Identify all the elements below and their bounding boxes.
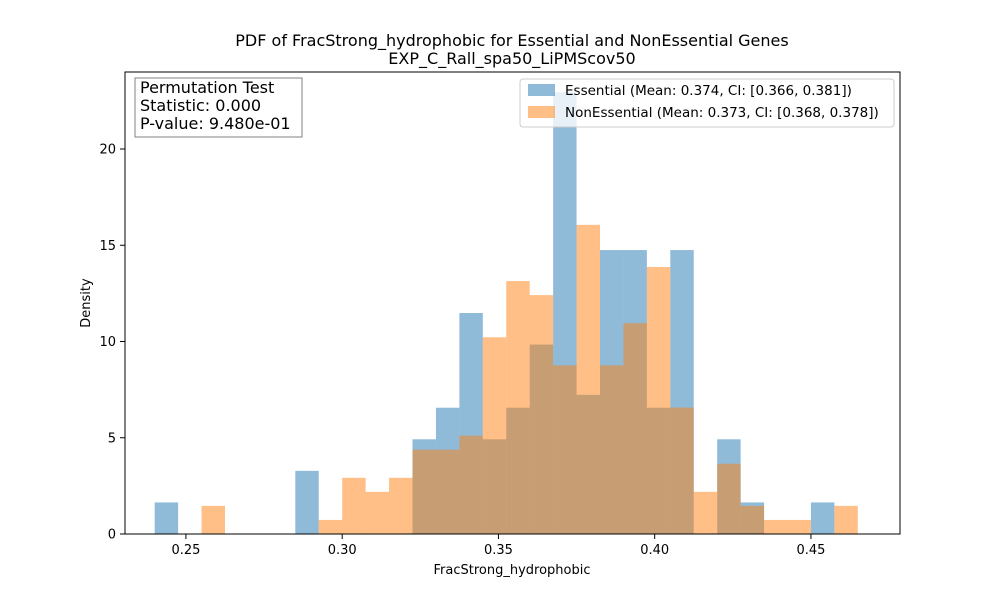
bar-nonessential-3 xyxy=(365,491,390,534)
histogram-bars xyxy=(154,92,858,535)
bar-essential-16 xyxy=(810,502,835,534)
bar-nonessential-10 xyxy=(553,365,577,534)
stats-annotation-box xyxy=(134,77,303,138)
y-tick-label: 5 xyxy=(108,431,116,446)
bar-essential-1 xyxy=(295,470,319,534)
bar-nonessential-2 xyxy=(342,477,366,534)
bar-nonessential-7 xyxy=(482,337,507,534)
bar-nonessential-9 xyxy=(529,295,554,534)
x-tick-label: 0.45 xyxy=(796,543,825,558)
legend-box xyxy=(519,78,895,128)
x-tick-label: 0.35 xyxy=(484,543,513,558)
bar-nonessential-0 xyxy=(201,505,225,534)
chart-title: PDF of FracStrong_hydrophobic for Essent… xyxy=(235,31,788,51)
plot-frame xyxy=(124,71,901,535)
bar-nonessential-15 xyxy=(670,407,694,534)
bar-nonessential-6 xyxy=(459,435,483,534)
bar-nonessential-5 xyxy=(412,449,460,534)
x-tick-label: 0.25 xyxy=(171,543,200,558)
bar-nonessential-1 xyxy=(318,519,343,534)
legend-swatch-nonessential xyxy=(528,106,555,118)
bar-nonessential-14 xyxy=(646,267,671,534)
bar-nonessential-18 xyxy=(740,505,765,534)
bar-nonessential-13 xyxy=(623,323,647,534)
stats-annotation-line-1: Permutation Test xyxy=(140,78,274,97)
legend-label-nonessential: NonEssential (Mean: 0.373, CI: [0.368, 0… xyxy=(565,105,879,121)
y-tick-label: 15 xyxy=(99,239,116,254)
bar-nonessential-8 xyxy=(506,281,530,534)
legend-swatch-essential xyxy=(528,84,555,96)
x-tick-label: 0.40 xyxy=(640,543,669,558)
bar-essential-0 xyxy=(154,502,179,534)
x-axis-label: FracStrong_hydrophobic xyxy=(434,563,591,578)
x-tick-label: 0.30 xyxy=(328,543,357,558)
bar-nonessential-16 xyxy=(693,491,718,534)
stats-annotation-line-3: P-value: 9.480e-01 xyxy=(140,114,291,133)
y-tick-label: 0 xyxy=(108,528,116,543)
chart-subtitle: EXP_C_Rall_spa50_LiPMScov50 xyxy=(388,49,635,69)
bar-nonessential-19 xyxy=(764,519,811,534)
bar-nonessential-17 xyxy=(717,463,741,534)
legend-label-essential: Essential (Mean: 0.374, CI: [0.366, 0.38… xyxy=(565,83,852,99)
bar-nonessential-11 xyxy=(576,224,600,534)
legend: Essential (Mean: 0.374, CI: [0.366, 0.38… xyxy=(519,78,895,128)
y-axis: 0 5 10 15 20 xyxy=(99,143,125,543)
y-tick-label: 10 xyxy=(99,335,116,350)
bar-nonessential-4 xyxy=(389,477,413,534)
bar-nonessential-12 xyxy=(600,365,624,534)
y-axis-label: Density xyxy=(79,278,94,328)
y-tick-label: 20 xyxy=(99,143,116,158)
stats-annotation: Permutation Test Statistic: 0.000 P-valu… xyxy=(134,77,303,138)
x-axis: 0.25 0.30 0.35 0.40 0.45 xyxy=(171,534,825,558)
bar-nonessential-20 xyxy=(834,505,858,534)
stats-annotation-line-2: Statistic: 0.000 xyxy=(140,96,261,115)
